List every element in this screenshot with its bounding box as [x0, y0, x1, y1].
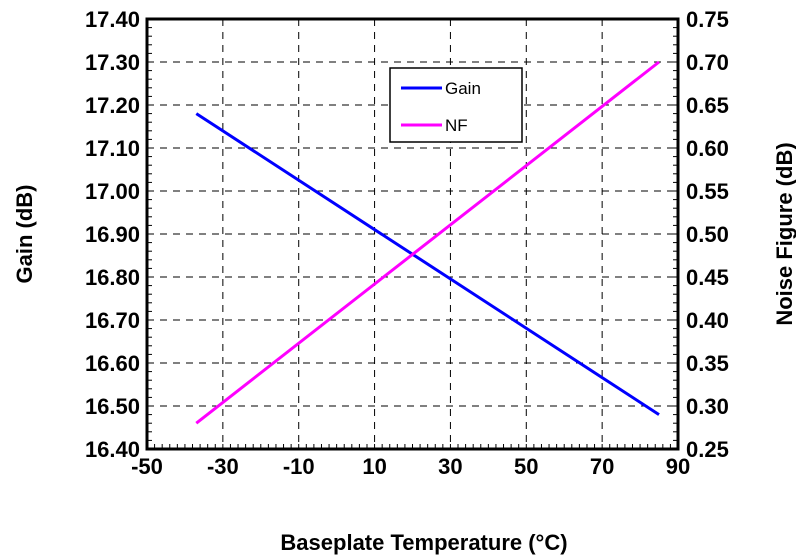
x-axis-tick-labels: -50 -30 -10 10 30 50 70 90: [131, 454, 690, 479]
x-tick-label: 70: [590, 454, 614, 479]
left-axis-tick-labels: 16.40 16.50 16.60 16.70 16.80 16.90 17.00 17.10…: [85, 7, 140, 462]
right-axis-title: Noise Figure (dB): [772, 142, 796, 325]
right-tick-label: 0.75: [686, 7, 729, 32]
right-tick-label: 0.55: [686, 179, 729, 204]
x-axis-title: Baseplate Temperature (°C): [280, 530, 567, 555]
left-axis-title: Gain (dB): [12, 185, 37, 284]
x-tick-label: -30: [207, 454, 239, 479]
series-line-gain: [195, 112, 660, 416]
series-layer: [195, 60, 660, 425]
left-tick-label: 16.40: [85, 437, 140, 462]
x-tick-label: 50: [514, 454, 538, 479]
left-tick-label: 16.50: [85, 394, 140, 419]
left-tick-label: 17.00: [85, 179, 140, 204]
left-tick-label: 17.20: [85, 93, 140, 118]
right-tick-label: 0.70: [686, 50, 729, 75]
left-tick-label: 16.80: [85, 265, 140, 290]
left-tick-label: 16.60: [85, 351, 140, 376]
right-tick-label: 0.60: [686, 136, 729, 161]
x-tick-label: 90: [666, 454, 690, 479]
right-tick-label: 0.65: [686, 93, 729, 118]
left-tick-label: 16.90: [85, 222, 140, 247]
right-axis-tick-labels: 0.25 0.30 0.35 0.40 0.45 0.50 0.55 0.60 0.65 0.70…: [686, 7, 729, 462]
left-tick-label: 17.40: [85, 7, 140, 32]
right-tick-label: 0.40: [686, 308, 729, 333]
x-tick-label: -10: [283, 454, 315, 479]
series-line-nf: [195, 60, 660, 425]
legend: Gain NF: [389, 67, 523, 143]
right-tick-label: 0.45: [686, 265, 729, 290]
legend-box: [389, 67, 523, 143]
right-tick-label: 0.25: [686, 437, 729, 462]
legend-label-gain: Gain: [445, 79, 481, 98]
right-tick-label: 0.50: [686, 222, 729, 247]
right-tick-label: 0.30: [686, 394, 729, 419]
x-tick-label: -50: [131, 454, 163, 479]
x-tick-label: 10: [362, 454, 386, 479]
legend-label-nf: NF: [445, 116, 468, 135]
plot-area-frame: [145, 17, 680, 451]
x-tick-label: 30: [438, 454, 462, 479]
left-tick-label: 17.30: [85, 50, 140, 75]
left-tick-label: 16.70: [85, 308, 140, 333]
left-tick-label: 17.10: [85, 136, 140, 161]
right-tick-label: 0.35: [686, 351, 729, 376]
